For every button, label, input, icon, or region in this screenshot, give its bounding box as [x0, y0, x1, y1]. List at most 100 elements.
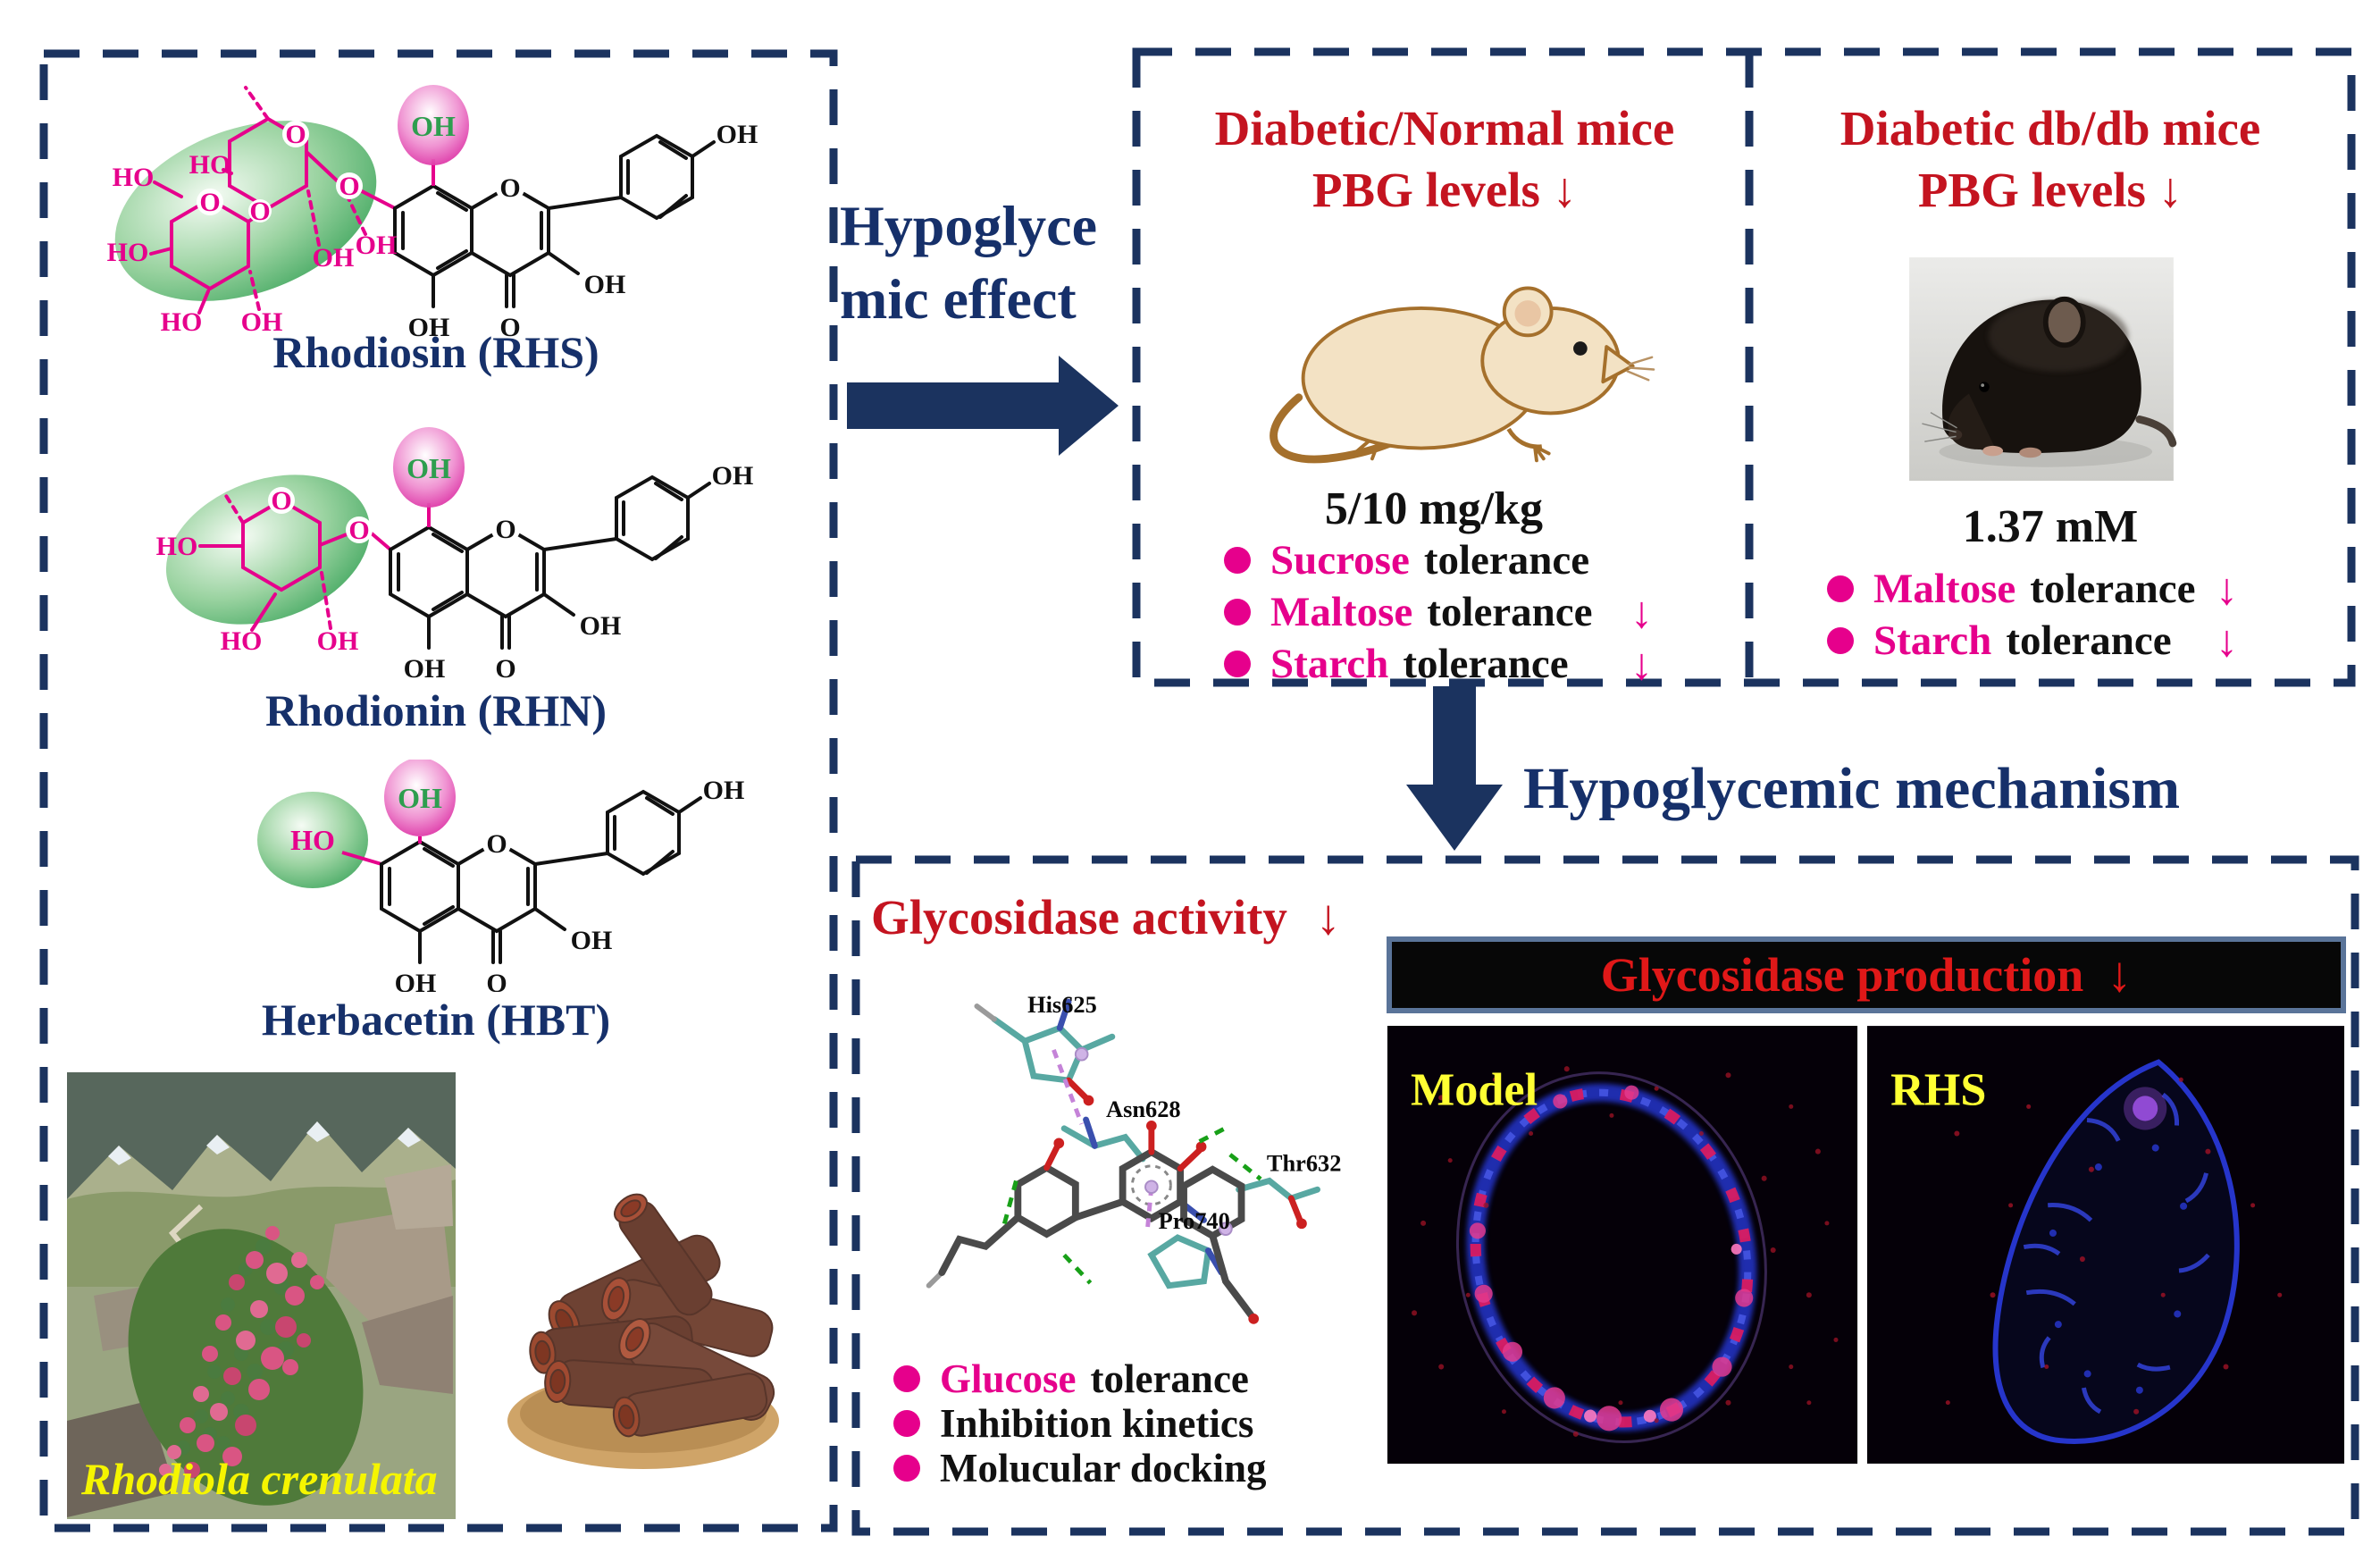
- atom-label: O: [199, 188, 220, 217]
- bullet-text: tolerance: [1423, 537, 1590, 584]
- bullet-icon: [1224, 651, 1251, 677]
- atom-label: OH: [356, 231, 398, 260]
- compound-name-herbacetin: Herbacetin (HBT): [261, 995, 611, 1045]
- atom-label: HO: [113, 163, 155, 192]
- mechanism-bullet-list: Glucose tolerance Inhibition kinetics Mo…: [893, 1356, 1358, 1490]
- glycosidase-production-banner: Glycosidase production ↓: [1387, 936, 2346, 1013]
- residue-label: Pro740: [1159, 1207, 1230, 1234]
- bullet-keyword: Maltose: [1270, 589, 1413, 635]
- atom-label: OH: [712, 461, 754, 491]
- atom-label: O: [499, 313, 520, 342]
- bullet-keyword: Glucose: [940, 1356, 1077, 1401]
- effect-label-line2: mic effect: [840, 266, 1077, 331]
- down-arrow-icon: ↓: [2107, 947, 2133, 1003]
- dbdb-mouse-photo: [1909, 257, 2177, 481]
- atom-label: OH: [703, 776, 745, 805]
- production-title-text: Glycosidase production: [1600, 948, 2084, 1002]
- dose-label-1: 5/10 mg/kg: [1324, 483, 1544, 534]
- effect-arrow-label: Hypoglyce mic effect: [840, 189, 1135, 336]
- bullet-down-arrow: ↓: [2216, 616, 2238, 666]
- micrograph-label: Model: [1411, 1063, 1538, 1115]
- atom-label: OH: [584, 270, 626, 299]
- glycosidase-activity-title: Glycosidase activity ↓: [871, 889, 1341, 946]
- atom-label: O: [499, 173, 520, 203]
- bullet-text: tolerance: [2006, 617, 2172, 664]
- micrograph-label: RHS: [1890, 1063, 1986, 1115]
- atom-label: OH: [717, 120, 758, 149]
- molecular-docking-image: His625 Asn628 Thr632 Pro740: [926, 991, 1342, 1324]
- highlighted-oh-label: OH: [411, 110, 456, 142]
- atom-label: OH: [241, 307, 283, 337]
- rhodionin-structure: O OH OH OH O OH HO HO OH O O: [156, 427, 754, 684]
- atom-label: OH: [395, 969, 437, 992]
- atom-label: HO: [161, 307, 203, 337]
- bullet-icon: [1827, 575, 1854, 602]
- compound-name-rhodionin: Rhodionin (RHN): [264, 685, 608, 735]
- bullet-text: tolerance: [1427, 589, 1593, 635]
- activity-title-text: Glycosidase activity: [871, 890, 1287, 945]
- residue-label: Thr632: [1267, 1150, 1342, 1177]
- compound-name-rhodiosin: Rhodiosin (RHS): [272, 327, 599, 377]
- bullet-icon: [1827, 627, 1854, 654]
- bullet-down-arrow: ↓: [2216, 564, 2238, 614]
- rhs-micrograph: RHS: [1867, 1026, 2344, 1464]
- effect-label-line1: Hypoglyce: [840, 194, 1097, 257]
- atom-label: O: [495, 515, 515, 544]
- bullet-keyword: Starch: [1270, 641, 1389, 687]
- herbacetin-structure: HO O OH OH OH O OH: [257, 760, 745, 992]
- down-arrow-icon: ↓: [2158, 162, 2183, 217]
- highlighted-ho-label: HO: [290, 824, 335, 856]
- list-item: Starch tolerance ↓: [1827, 615, 2238, 667]
- tolerance-list-1: Sucrose tolerance Maltose tolerance ↓ St…: [1224, 534, 1653, 690]
- down-arrow-icon: ↓: [1315, 890, 1341, 945]
- bullet-icon: [893, 1410, 920, 1437]
- subtitle: PBG levels: [1312, 162, 1540, 217]
- bullet-text: tolerance: [2030, 566, 2196, 612]
- mechanism-label: Hypoglycemic mechanism: [1523, 756, 2181, 821]
- bullet-text: Molucular docking: [940, 1446, 1267, 1490]
- down-arrow-icon: ↓: [1552, 162, 1578, 217]
- list-item: Molucular docking: [893, 1446, 1358, 1490]
- title-line: Diabetic db/db mice: [1839, 101, 2261, 155]
- bullet-keyword: Sucrose: [1270, 537, 1410, 584]
- subtitle: PBG levels: [1917, 162, 2146, 217]
- list-item: Glucose tolerance: [893, 1356, 1358, 1401]
- model-micrograph: Model: [1387, 1026, 1858, 1464]
- highlighted-oh-label: OH: [398, 782, 442, 814]
- bullet-icon: [893, 1455, 920, 1482]
- list-item: Maltose tolerance ↓: [1224, 586, 1653, 638]
- bullet-down-arrow: ↓: [1630, 587, 1653, 637]
- atom-label: OH: [313, 243, 355, 273]
- atom-label: OH: [580, 611, 622, 641]
- atom-label: HO: [156, 532, 198, 561]
- bullet-text: Inhibition kinetics: [940, 1401, 1254, 1446]
- title-line: Diabetic/Normal mice: [1214, 101, 1675, 155]
- residue-label: His625: [1027, 991, 1097, 1018]
- atom-label: OH: [317, 626, 359, 656]
- down-arrow-icon: [1406, 686, 1503, 851]
- residue-label: Asn628: [1106, 1096, 1181, 1122]
- atom-label: O: [249, 197, 270, 226]
- list-item: Sucrose tolerance: [1224, 534, 1653, 586]
- mice-panel-1-title: Diabetic/Normal mice PBG levels ↓: [1154, 98, 1735, 222]
- atom-label: HO: [221, 626, 263, 656]
- bullet-keyword: Maltose: [1873, 566, 2016, 612]
- plant-caption: Rhodiola crenulata: [80, 1454, 438, 1504]
- dose-label-2: 1.37 mM: [1962, 501, 2139, 552]
- bullet-text: tolerance: [1090, 1356, 1249, 1401]
- rhodiosin-structure: O OH OH OH O OH HO HO HO HO OH OH OH O O…: [107, 85, 758, 342]
- atom-label: O: [348, 516, 369, 545]
- atom-label: O: [285, 120, 306, 149]
- atom-label: HO: [189, 150, 231, 180]
- atom-label: O: [486, 969, 507, 992]
- list-item: Maltose tolerance ↓: [1827, 563, 2238, 615]
- normal-mouse-illustration: [1270, 286, 1655, 464]
- highlighted-oh-label: OH: [406, 452, 451, 484]
- atom-label: O: [495, 654, 515, 684]
- atom-label: O: [339, 172, 359, 201]
- bullet-icon: [893, 1365, 920, 1392]
- atom-label: HO: [107, 238, 149, 267]
- rhodiola-roots-photo: [507, 1193, 779, 1469]
